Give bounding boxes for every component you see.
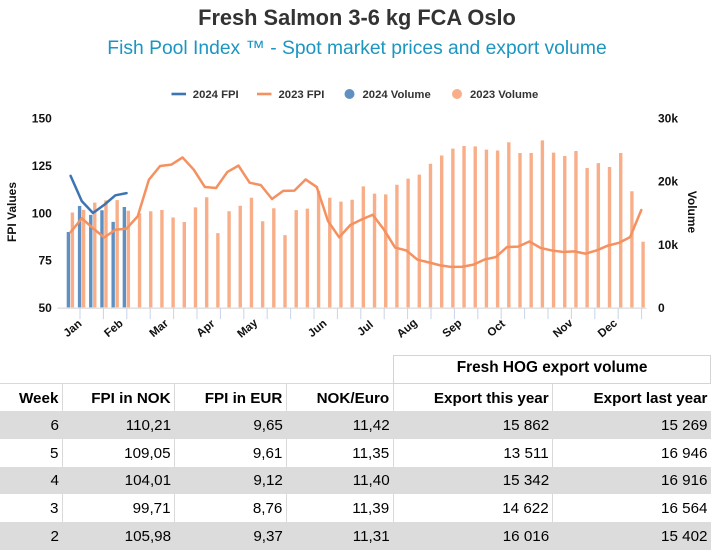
svg-text:Sep: Sep (441, 317, 465, 340)
svg-text:Apr: Apr (195, 317, 218, 339)
svg-text:Feb: Feb (102, 318, 125, 340)
svg-text:50: 50 (38, 301, 52, 315)
svg-text:Oct: Oct (485, 318, 508, 340)
svg-text:2023 FPI: 2023 FPI (279, 89, 325, 101)
svg-text:75: 75 (38, 254, 52, 268)
svg-text:2024 Volume: 2024 Volume (363, 89, 431, 101)
svg-text:Jan: Jan (62, 318, 85, 340)
svg-text:2023 Volume: 2023 Volume (470, 89, 538, 101)
svg-text:20k: 20k (658, 175, 678, 189)
svg-text:Dec: Dec (596, 317, 620, 340)
svg-text:Volume: Volume (685, 191, 699, 234)
svg-text:Jul: Jul (355, 319, 375, 339)
svg-text:Nov: Nov (551, 317, 576, 341)
svg-text:Aug: Aug (395, 317, 420, 341)
svg-text:May: May (235, 317, 260, 341)
svg-text:125: 125 (32, 159, 52, 173)
svg-text:Jun: Jun (306, 318, 329, 340)
svg-text:30k: 30k (658, 111, 678, 125)
svg-text:2024 FPI: 2024 FPI (193, 89, 239, 101)
svg-text:10k: 10k (658, 238, 678, 252)
svg-text:100: 100 (32, 206, 52, 220)
svg-text:Mar: Mar (148, 317, 172, 340)
svg-text:FPI Values: FPI Values (5, 182, 19, 242)
svg-text:0: 0 (658, 301, 665, 315)
svg-text:150: 150 (32, 111, 52, 125)
